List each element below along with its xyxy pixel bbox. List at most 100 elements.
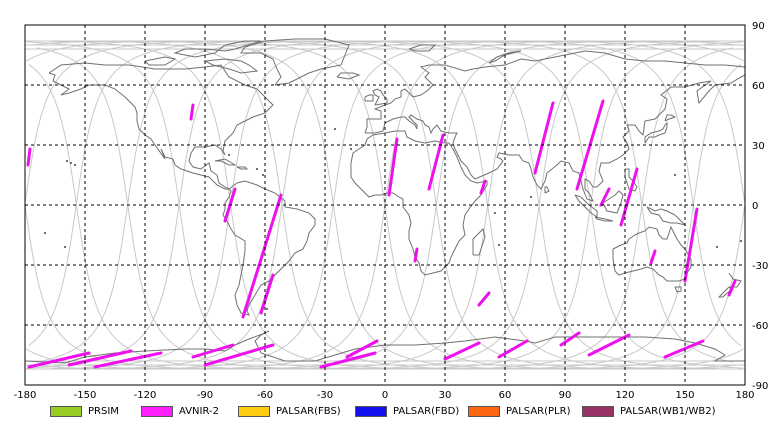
island	[64, 246, 66, 248]
scene-footprint	[189, 103, 195, 121]
legend-item-prsim: PRSIM	[50, 404, 119, 418]
legend-label-avnir2: AVNIR-2	[179, 405, 219, 417]
scene-footprint	[649, 249, 657, 265]
coastline	[644, 121, 668, 144]
scene-footprint	[345, 339, 379, 359]
longitude-tick-labels: -180 -150 -120 -90 -60 -30 0 30 60 90 120 150 180	[14, 390, 755, 400]
scene-footprint	[67, 349, 133, 367]
legend-item-palsar-wb: PALSAR(WB1/WB2)	[582, 404, 716, 418]
legend-label-palsar-plr: PALSAR(PLR)	[506, 405, 571, 417]
orbit-track	[75, 40, 744, 370]
legend: PRSIM AVNIR-2 PALSAR(FBS) PALSAR(FBD) PA…	[0, 400, 770, 424]
orbit-track	[28, 64, 77, 206]
orbit-track	[435, 204, 744, 370]
legend-swatch-palsar-fbd	[355, 405, 387, 417]
coastline	[236, 166, 249, 170]
legend-item-avnir2: AVNIR-2	[141, 404, 219, 418]
legend-item-palsar-plr: PALSAR(PLR)	[468, 404, 570, 418]
coastline	[214, 158, 237, 166]
latitude-tick-label: 0	[752, 201, 758, 212]
longitude-tick-label: 60	[499, 390, 512, 400]
orbit-track	[230, 41, 744, 370]
island	[530, 196, 532, 198]
coastline	[364, 94, 374, 102]
scene-footprint	[727, 279, 737, 297]
island	[262, 174, 264, 176]
scene-footprint	[559, 331, 581, 347]
scene-footprint	[533, 101, 555, 175]
island	[84, 238, 86, 240]
orbit-track	[36, 47, 129, 206]
scene-footprint	[319, 351, 377, 369]
longitude-tick-label: -90	[197, 390, 213, 400]
island	[74, 164, 76, 166]
orbit-track	[692, 204, 741, 346]
longitude-tick-label: -180	[14, 390, 37, 400]
legend-swatch-palsar-fbs	[238, 405, 270, 417]
coastline	[222, 180, 316, 316]
scene-footprint	[443, 341, 481, 361]
orbit-track	[589, 204, 743, 369]
island	[44, 232, 46, 234]
island	[266, 308, 268, 310]
island	[498, 244, 500, 246]
longitude-tick-label: 30	[439, 390, 452, 400]
coastline	[144, 56, 177, 66]
scene-footprint	[479, 179, 487, 195]
latitude-tick-label: -90	[752, 381, 768, 392]
map-frame	[24, 24, 746, 386]
legend-swatch-palsar-plr	[468, 405, 500, 417]
legend-label-palsar-fbd: PALSAR(FBD)	[393, 405, 460, 417]
scene-footprint	[477, 291, 491, 307]
island	[740, 240, 742, 242]
scene-footprint	[619, 167, 639, 227]
coastline	[240, 38, 350, 86]
coastline	[336, 72, 361, 80]
island	[66, 160, 68, 162]
island	[674, 174, 676, 176]
coastline	[488, 50, 522, 64]
scene-footprint	[497, 339, 529, 359]
longitude-tick-label: -60	[257, 390, 273, 400]
longitude-tick-label: 120	[615, 390, 634, 400]
legend-label-palsar-wb: PALSAR(WB1/WB2)	[620, 405, 716, 417]
island	[350, 148, 352, 150]
latitude-tick-label: -60	[752, 321, 768, 332]
scene-footprint	[93, 351, 163, 369]
longitude-tick-label: 180	[735, 390, 754, 400]
coastline	[664, 114, 677, 122]
scene-footprint	[413, 247, 419, 263]
scene-footprint	[241, 193, 283, 319]
coastline	[364, 50, 746, 202]
longitude-tick-label: 90	[559, 390, 572, 400]
longitude-tick-label: 150	[675, 390, 694, 400]
scene-footprint	[387, 137, 399, 197]
scene-footprint	[683, 207, 699, 283]
scene-footprint	[191, 343, 235, 359]
island	[228, 154, 230, 156]
orbit-track	[24, 40, 386, 206]
orbit-track	[26, 40, 540, 369]
legend-label-prsim: PRSIM	[88, 405, 119, 417]
orbit-track	[178, 40, 720, 370]
latitude-tick-label: -30	[752, 261, 768, 272]
orbit-track	[281, 47, 733, 370]
coastline	[544, 186, 550, 194]
island	[494, 212, 496, 214]
longitude-tick-label: -30	[317, 390, 333, 400]
island	[256, 168, 258, 170]
scene-footprints	[26, 99, 737, 369]
legend-swatch-prsim	[50, 405, 82, 417]
scene-footprint	[599, 187, 611, 207]
orbit-tracks	[24, 40, 746, 370]
latitude-tick-labels: 90 60 30 0 -30 -60 -90	[752, 21, 768, 392]
scene-footprint	[663, 339, 705, 359]
island	[716, 246, 718, 248]
legend-label-palsar-fbs: PALSAR(FBS)	[276, 405, 341, 417]
coastline	[472, 228, 486, 256]
coastline	[203, 58, 259, 74]
legend-swatch-palsar-wb	[582, 405, 614, 417]
latitude-tick-label: 30	[752, 141, 765, 152]
longitude-tick-label: -120	[134, 390, 157, 400]
